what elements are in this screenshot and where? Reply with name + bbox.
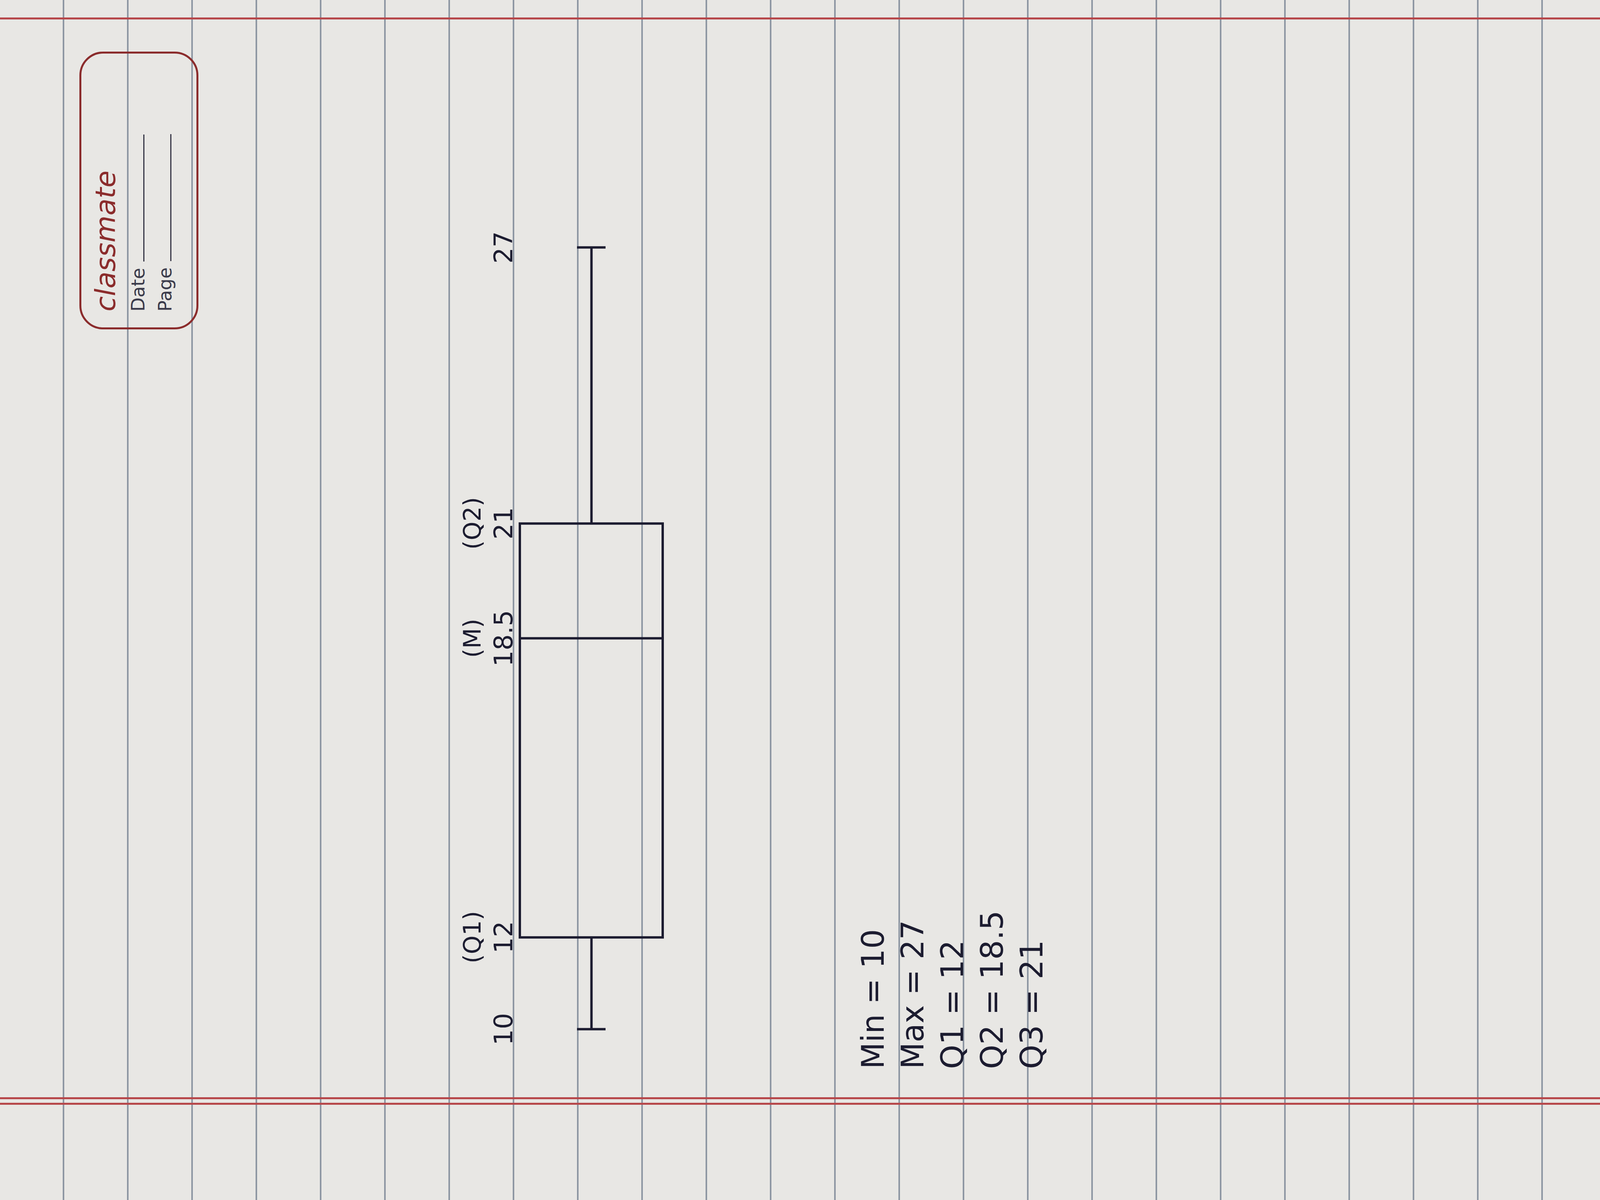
svg-text:27: 27 — [488, 231, 519, 264]
svg-text:18.5: 18.5 — [488, 609, 519, 667]
html-text:Q1 = 12: Q1 = 12 — [934, 940, 971, 1070]
svg-text:(M): (M) — [458, 618, 487, 658]
html-text:Q3 = 21: Q3 = 21 — [1013, 940, 1050, 1070]
svg-text:10: 10 — [488, 1013, 519, 1046]
svg-text:21: 21 — [488, 507, 519, 540]
svg-text:(Q1): (Q1) — [458, 911, 487, 964]
html-text:classmate: classmate — [89, 170, 122, 312]
svg-text:(Q2): (Q2) — [458, 497, 487, 550]
html-text:Page: Page — [154, 267, 176, 312]
html-text:Date: Date — [127, 267, 149, 312]
html-text:Q2 = 18.5: Q2 = 18.5 — [974, 910, 1010, 1070]
html-text:Max = 27: Max = 27 — [894, 920, 931, 1070]
html-text:Min = 10: Min = 10 — [855, 929, 891, 1070]
svg-text:12: 12 — [488, 921, 519, 954]
